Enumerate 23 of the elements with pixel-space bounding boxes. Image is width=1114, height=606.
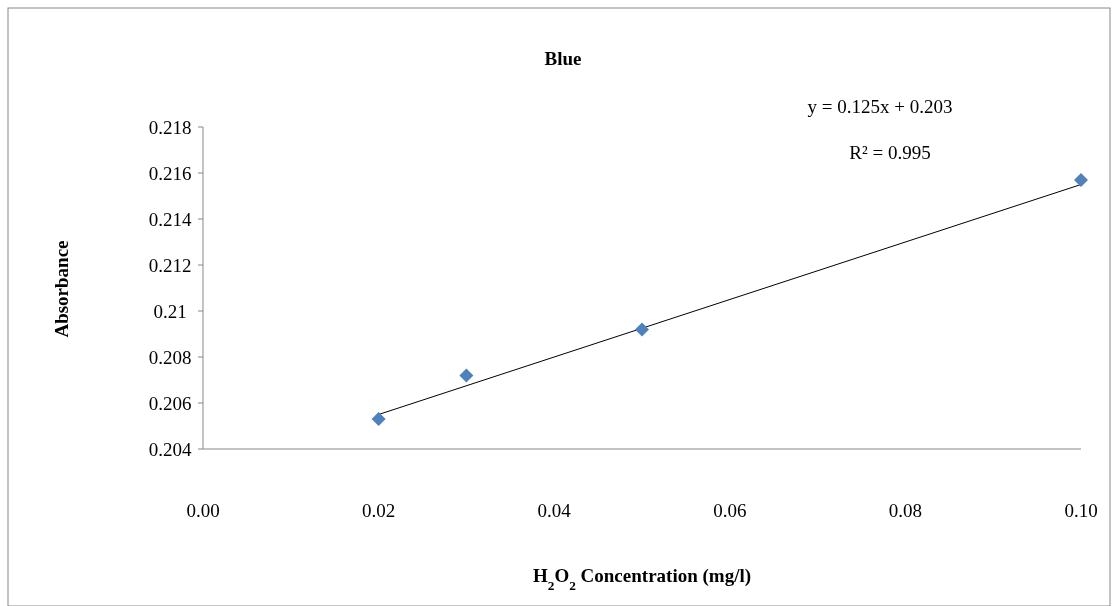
y-tick-label: 0.21 bbox=[153, 300, 187, 322]
point bbox=[635, 322, 649, 337]
point bbox=[371, 412, 386, 427]
y-tick-label: 0.206 bbox=[148, 392, 192, 414]
y-tick-label: 0.208 bbox=[148, 346, 192, 368]
x-tick-label: 0.04 bbox=[537, 500, 572, 521]
point bbox=[1074, 172, 1088, 187]
y-tick-label: 0.214 bbox=[148, 208, 192, 230]
x-tick-label: 0.00 bbox=[186, 500, 220, 521]
y-tick-label: 0.216 bbox=[148, 162, 192, 184]
x-tick-label: 0.02 bbox=[361, 500, 396, 521]
text: y = 0.125x + 0.203 bbox=[807, 96, 953, 117]
point bbox=[459, 368, 474, 383]
y-axis-title: Absorbance bbox=[51, 240, 72, 338]
chart-title: Blue bbox=[544, 48, 582, 69]
x-tick-label: 0.08 bbox=[888, 500, 923, 521]
y-tick-label: 0.218 bbox=[148, 116, 192, 138]
x-tick-label: 0.06 bbox=[713, 500, 747, 521]
x-axis-title: H$_{2}$O$_{2}$ Concentration (mg/l) bbox=[532, 565, 752, 593]
annotation: R² = 0.995 bbox=[849, 142, 931, 163]
y-tick-label: 0.212 bbox=[148, 254, 192, 276]
x-tick-label: 0.10 bbox=[1064, 500, 1098, 521]
y-tick-label: 0.204 bbox=[148, 438, 192, 460]
